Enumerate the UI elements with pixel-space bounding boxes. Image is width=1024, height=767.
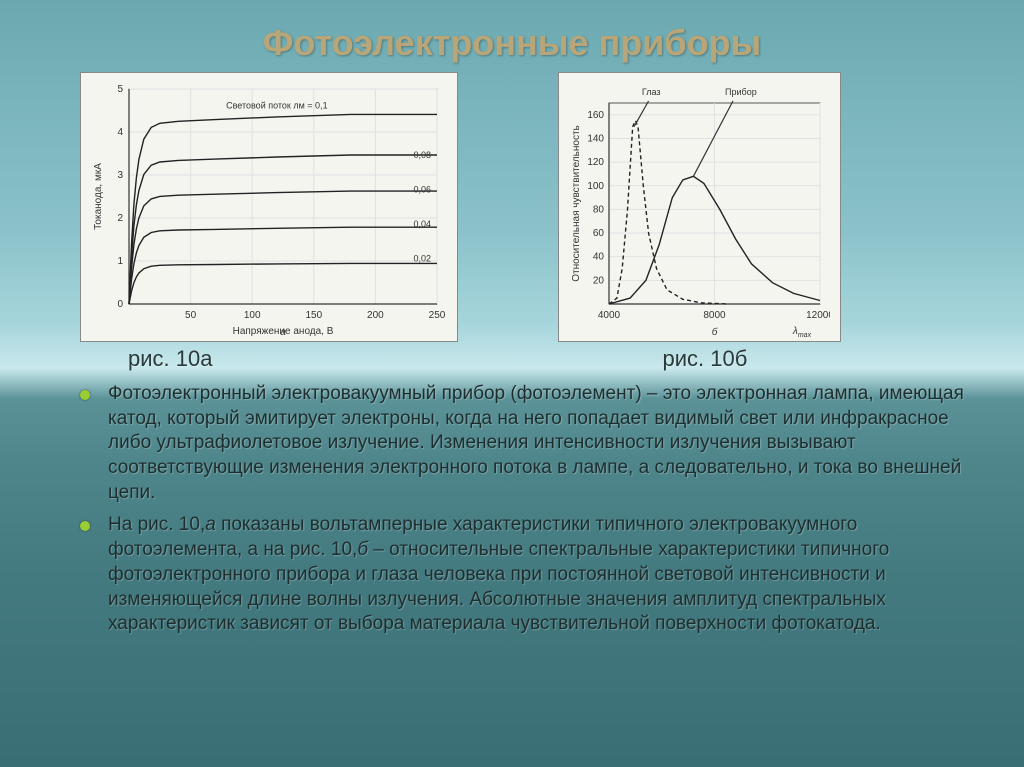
svg-text:2: 2 <box>117 213 123 224</box>
svg-text:0: 0 <box>117 299 123 310</box>
svg-text:20: 20 <box>593 275 605 286</box>
svg-text:4: 4 <box>117 127 123 138</box>
svg-text:Прибор: Прибор <box>725 87 757 97</box>
svg-text:60: 60 <box>593 228 605 239</box>
svg-text:8000: 8000 <box>703 310 726 321</box>
svg-text:0,02: 0,02 <box>413 253 431 263</box>
svg-text:140: 140 <box>587 133 604 144</box>
svg-text:0,06: 0,06 <box>413 185 431 195</box>
page-title: Фотоэлектронные приборы <box>0 0 1024 64</box>
svg-text:100: 100 <box>244 310 261 321</box>
list-item: Фотоэлектронный электровакуумный прибор … <box>80 382 964 505</box>
svg-text:40: 40 <box>593 252 605 263</box>
charts-row: 0 1 2 3 4 5 50 100 150 200 250 Световой поток лм = … <box>0 64 1024 342</box>
svg-text:1: 1 <box>117 256 123 267</box>
chart-a-block: 0 1 2 3 4 5 50 100 150 200 250 Световой поток лм = … <box>80 72 458 342</box>
bullet-list: Фотоэлектронный электровакуумный прибор … <box>0 372 1024 637</box>
svg-text:150: 150 <box>305 310 322 321</box>
svg-text:б: б <box>712 326 718 338</box>
svg-text:0,04: 0,04 <box>413 219 431 229</box>
captions-row: рис. 10а рис. 10б <box>0 342 1024 372</box>
svg-text:4000: 4000 <box>598 310 621 321</box>
bullet-text: На рис. 10,а показаны вольтамперные хара… <box>108 513 964 636</box>
svg-text:3: 3 <box>117 170 123 181</box>
svg-text:Глаз: Глаз <box>642 87 661 97</box>
svg-text:а: а <box>280 327 286 338</box>
list-item: На рис. 10,а показаны вольтамперные хара… <box>80 513 964 636</box>
chart-b-caption: рис. 10б <box>662 346 747 372</box>
svg-text:100: 100 <box>587 181 604 192</box>
bullet-text-part: На рис. 10, <box>108 514 205 535</box>
svg-text:50: 50 <box>185 310 197 321</box>
italic-a: а <box>205 514 216 535</box>
chart-b: 20 40 60 80 100 120 140 160 4000 8000 12000 Глаз При… <box>565 79 830 339</box>
svg-text:12000: 12000 <box>806 310 830 321</box>
bullet-icon <box>80 390 90 400</box>
svg-text:250: 250 <box>429 310 446 321</box>
svg-text:λmax: λmax <box>792 326 812 339</box>
chart-a-card: 0 1 2 3 4 5 50 100 150 200 250 Световой поток лм = … <box>80 72 458 342</box>
chart-b-block: 20 40 60 80 100 120 140 160 4000 8000 12000 Глаз При… <box>558 72 841 342</box>
svg-text:Токанода, мкА: Токанода, мкА <box>93 163 104 230</box>
chart-b-card: 20 40 60 80 100 120 140 160 4000 8000 12000 Глаз При… <box>558 72 841 342</box>
bullet-icon <box>80 521 90 531</box>
bullet-text: Фотоэлектронный электровакуумный прибор … <box>108 382 964 505</box>
svg-text:Световой поток лм = 0,1: Световой поток лм = 0,1 <box>226 100 327 110</box>
svg-text:0,08: 0,08 <box>413 150 431 160</box>
svg-text:5: 5 <box>117 84 123 95</box>
chart-a-caption: рис. 10а <box>128 346 212 372</box>
chart-a: 0 1 2 3 4 5 50 100 150 200 250 Световой поток лм = … <box>87 79 447 339</box>
svg-text:160: 160 <box>587 110 604 121</box>
svg-text:80: 80 <box>593 204 605 215</box>
svg-text:200: 200 <box>367 310 384 321</box>
svg-text:Относительная чувствительность: Относительная чувствительность <box>571 125 582 282</box>
svg-text:120: 120 <box>587 157 604 168</box>
italic-b: б <box>357 539 368 560</box>
